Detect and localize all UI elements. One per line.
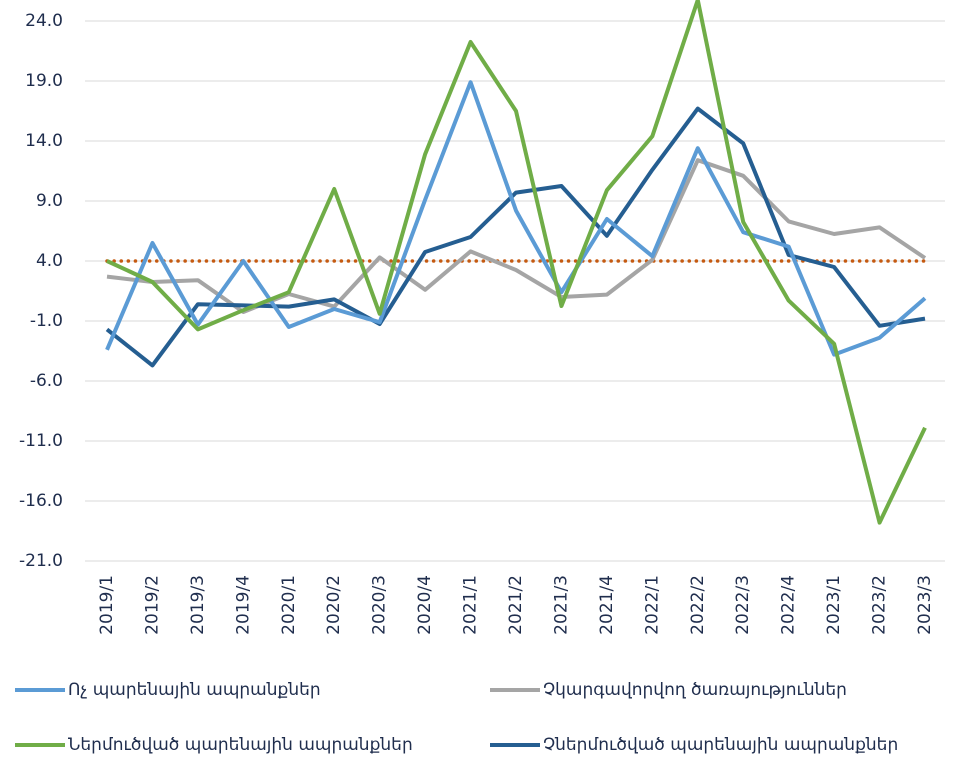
y-tick-label: -1.0 bbox=[30, 311, 63, 331]
x-tick-label: 2019/3 bbox=[188, 575, 208, 635]
y-tick-label: -6.0 bbox=[30, 371, 63, 391]
x-tick-label: 2022/3 bbox=[733, 575, 753, 635]
x-tick-label: 2020/1 bbox=[279, 575, 299, 635]
x-tick-label: 2023/3 bbox=[915, 575, 935, 635]
y-tick-label: 9.0 bbox=[36, 191, 63, 211]
series-line bbox=[106, 0, 927, 525]
x-tick-label: 2023/1 bbox=[824, 575, 844, 635]
legend-label: Չկարգավորվող ծառայություններ bbox=[543, 680, 847, 700]
y-tick-label: -16.0 bbox=[19, 491, 63, 511]
x-tick-label: 2020/2 bbox=[324, 575, 344, 635]
y-tick-label: 19.0 bbox=[25, 71, 63, 91]
y-tick-label: -11.0 bbox=[19, 431, 63, 451]
y-tick-label: 14.0 bbox=[25, 131, 63, 151]
x-tick-label: 2021/2 bbox=[506, 575, 526, 635]
x-tick-label: 2022/1 bbox=[642, 575, 662, 635]
x-tick-label: 2022/4 bbox=[779, 575, 799, 635]
y-tick-label: -21.0 bbox=[19, 551, 63, 571]
x-tick-label: 2021/3 bbox=[551, 575, 571, 635]
x-tick-label: 2019/4 bbox=[233, 575, 253, 635]
x-tick-label: 2021/4 bbox=[597, 575, 617, 635]
series-line bbox=[105, 80, 927, 357]
x-tick-label: 2019/1 bbox=[97, 575, 117, 635]
x-tick-label: 2020/4 bbox=[415, 575, 435, 635]
legend-label: Չներմուծված պարենային ապրանքներ bbox=[543, 735, 898, 755]
legend-label: Ոչ պարենային ապրանքներ bbox=[68, 680, 321, 700]
x-tick-label: 2020/3 bbox=[370, 575, 390, 635]
series-line bbox=[105, 106, 926, 368]
x-tick-label: 2019/2 bbox=[142, 575, 162, 635]
x-tick-label: 2021/1 bbox=[461, 575, 481, 635]
legend-label: Ներմուծված պարենային ապրանքներ bbox=[68, 735, 413, 755]
series-line bbox=[106, 158, 927, 314]
x-tick-label: 2022/2 bbox=[688, 575, 708, 635]
x-tick-label: 2023/2 bbox=[870, 575, 890, 635]
y-tick-label: 24.0 bbox=[25, 11, 63, 31]
y-tick-label: 4.0 bbox=[36, 251, 63, 271]
